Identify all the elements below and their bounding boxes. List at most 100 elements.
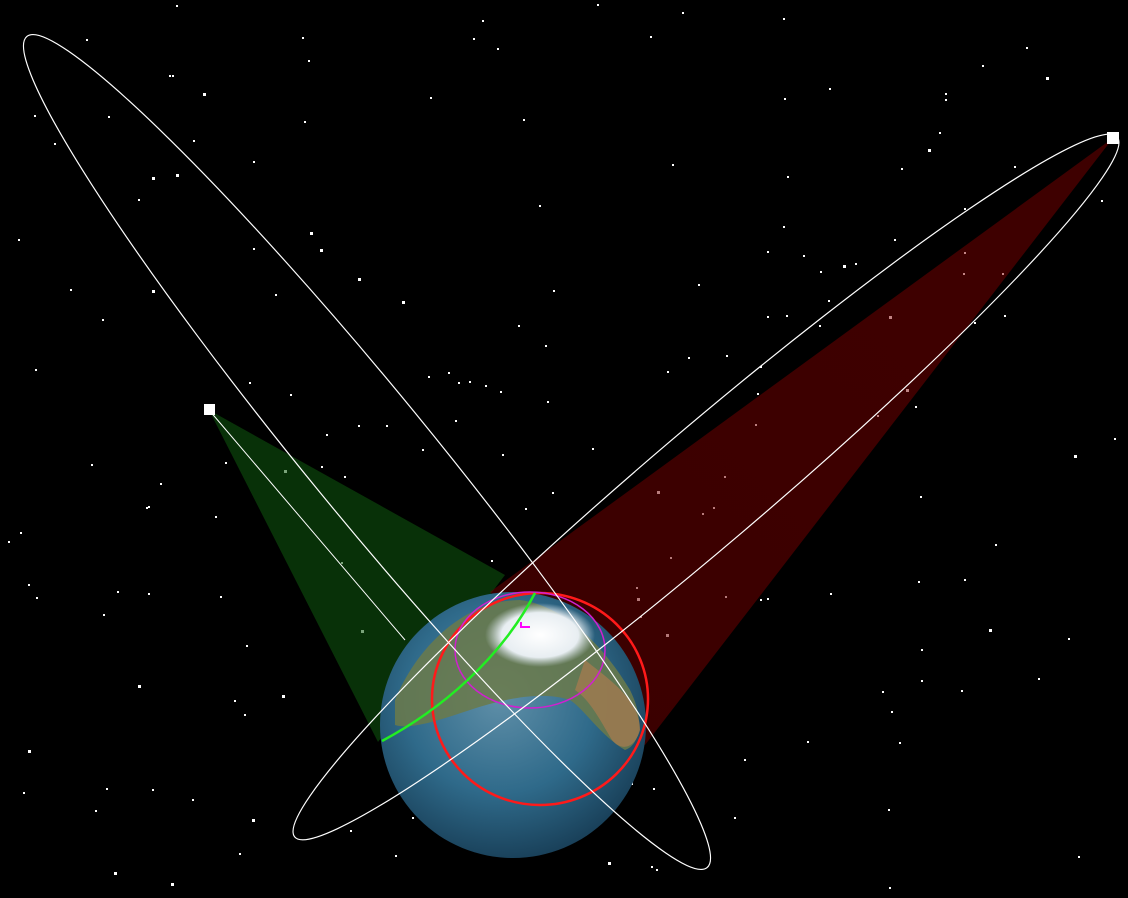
star bbox=[760, 366, 762, 368]
star bbox=[70, 289, 72, 291]
star bbox=[539, 205, 541, 207]
star bbox=[358, 278, 361, 281]
star bbox=[172, 75, 174, 77]
star bbox=[915, 406, 917, 408]
star bbox=[95, 810, 97, 812]
star bbox=[28, 750, 31, 753]
star bbox=[502, 454, 504, 456]
star bbox=[918, 581, 920, 583]
star bbox=[249, 382, 251, 384]
star bbox=[787, 176, 789, 178]
star bbox=[54, 143, 56, 145]
star bbox=[894, 239, 896, 241]
star bbox=[807, 741, 809, 743]
star bbox=[36, 597, 38, 599]
star bbox=[1046, 77, 1049, 80]
star bbox=[412, 817, 414, 819]
star bbox=[482, 20, 484, 22]
star bbox=[193, 140, 195, 142]
star bbox=[160, 483, 162, 485]
star bbox=[176, 174, 179, 177]
star bbox=[518, 325, 520, 327]
star bbox=[203, 93, 206, 96]
star bbox=[921, 680, 923, 682]
star bbox=[726, 355, 728, 357]
star bbox=[171, 883, 174, 886]
star bbox=[253, 161, 255, 163]
star bbox=[430, 97, 432, 99]
star bbox=[275, 294, 277, 296]
star bbox=[920, 496, 922, 498]
star bbox=[939, 132, 941, 134]
star bbox=[20, 532, 22, 534]
star bbox=[192, 799, 194, 801]
star bbox=[653, 788, 655, 790]
star bbox=[108, 116, 110, 118]
star bbox=[688, 357, 690, 359]
star bbox=[220, 596, 222, 598]
star bbox=[891, 711, 893, 713]
star bbox=[995, 544, 997, 546]
star bbox=[734, 817, 736, 819]
star bbox=[34, 115, 36, 117]
star bbox=[650, 36, 652, 38]
star bbox=[1068, 638, 1070, 640]
star bbox=[302, 37, 304, 39]
star bbox=[820, 271, 822, 273]
satellite bbox=[204, 404, 215, 415]
star bbox=[290, 394, 292, 396]
star bbox=[28, 584, 30, 586]
star bbox=[117, 591, 119, 593]
star bbox=[304, 121, 306, 123]
star bbox=[974, 322, 976, 324]
star bbox=[103, 614, 105, 616]
star bbox=[882, 691, 884, 693]
star bbox=[592, 448, 594, 450]
star bbox=[1038, 678, 1040, 680]
star bbox=[597, 4, 599, 6]
star bbox=[86, 39, 88, 41]
star bbox=[152, 290, 155, 293]
star bbox=[225, 462, 227, 464]
star bbox=[473, 38, 475, 40]
star bbox=[246, 645, 248, 647]
star bbox=[138, 199, 140, 201]
star bbox=[1101, 200, 1103, 202]
star bbox=[282, 695, 285, 698]
star bbox=[320, 249, 323, 252]
star bbox=[945, 93, 947, 95]
star bbox=[547, 401, 549, 403]
star bbox=[888, 809, 890, 811]
star bbox=[35, 369, 37, 371]
star bbox=[350, 830, 352, 832]
star bbox=[176, 5, 178, 7]
star bbox=[819, 325, 821, 327]
star bbox=[523, 119, 525, 121]
star bbox=[989, 629, 992, 632]
red-sensor-cone bbox=[490, 138, 1113, 745]
star bbox=[358, 425, 360, 427]
star bbox=[682, 12, 684, 14]
star bbox=[215, 516, 217, 518]
star bbox=[667, 371, 669, 373]
star bbox=[783, 18, 785, 20]
star bbox=[830, 593, 832, 595]
star bbox=[422, 449, 424, 451]
ground-marker bbox=[520, 622, 530, 628]
star bbox=[106, 788, 108, 790]
star bbox=[1004, 315, 1006, 317]
star bbox=[545, 345, 547, 347]
star bbox=[784, 98, 786, 100]
star bbox=[525, 508, 527, 510]
star bbox=[234, 700, 236, 702]
star bbox=[448, 372, 450, 374]
star bbox=[152, 789, 154, 791]
star bbox=[760, 599, 762, 601]
star bbox=[169, 75, 171, 77]
star bbox=[698, 284, 700, 286]
star bbox=[945, 99, 947, 101]
star bbox=[1074, 455, 1077, 458]
star bbox=[469, 381, 471, 383]
